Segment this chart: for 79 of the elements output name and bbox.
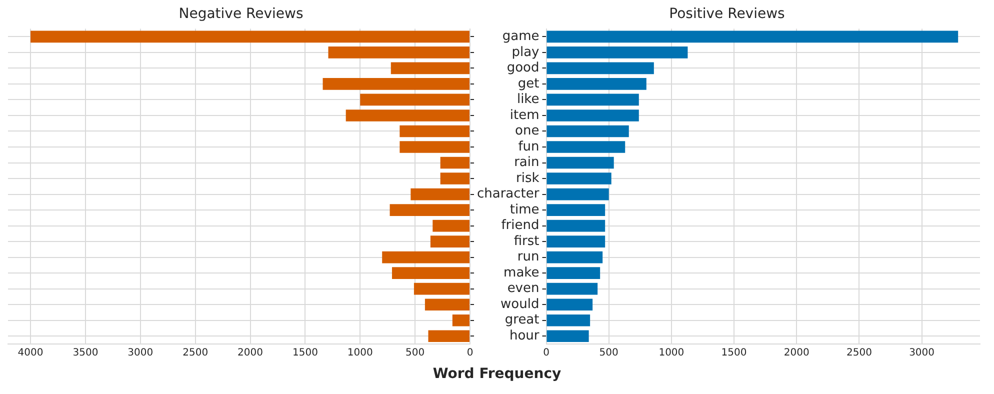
bar xyxy=(428,330,470,342)
x-tick-label: 4000 xyxy=(18,348,44,359)
bar xyxy=(546,156,614,169)
bar xyxy=(546,330,589,342)
bar xyxy=(30,30,470,43)
bar xyxy=(546,125,629,138)
x-tick-label: 3000 xyxy=(909,348,935,359)
bar xyxy=(546,94,639,106)
bar xyxy=(390,204,470,216)
x-tick-label: 500 xyxy=(599,348,618,359)
bar xyxy=(546,282,598,295)
y-tick-label: friend xyxy=(501,218,540,234)
bar xyxy=(382,251,470,264)
bar xyxy=(414,282,470,295)
y-tick-label: run xyxy=(517,250,540,265)
x-axis-title: Word Frequency xyxy=(432,366,562,382)
bar xyxy=(430,236,470,248)
x-tick-label: 500 xyxy=(406,348,425,359)
x-tick-label: 2500 xyxy=(846,348,872,359)
y-tick-label: game xyxy=(502,29,540,44)
x-tick-label: 0 xyxy=(543,348,550,359)
y-tick-label: first xyxy=(514,234,540,249)
bar xyxy=(546,220,606,232)
bar xyxy=(322,78,470,90)
bar xyxy=(546,141,626,153)
bar xyxy=(392,267,470,279)
bar xyxy=(546,30,958,43)
chart-title: Negative Reviews xyxy=(178,6,304,22)
bar xyxy=(390,62,470,74)
bar xyxy=(432,220,470,232)
y-tick-label: great xyxy=(504,312,540,328)
y-tick-label: make xyxy=(504,265,540,280)
y-tick-label: rain xyxy=(514,155,540,170)
bar xyxy=(452,314,470,326)
x-tick-label: 1500 xyxy=(721,348,747,359)
x-tick-label: 3500 xyxy=(72,348,98,359)
y-tick-label: item xyxy=(510,108,540,123)
y-tick-label: hour xyxy=(509,328,540,344)
y-tick-label: time xyxy=(510,202,540,218)
chart-title: Positive Reviews xyxy=(669,6,785,22)
y-tick-label: fun xyxy=(518,139,540,154)
bar xyxy=(546,188,609,200)
bar xyxy=(400,125,470,138)
y-tick-label: character xyxy=(476,186,540,202)
bar xyxy=(328,46,470,58)
x-tick-label: 1000 xyxy=(347,348,373,359)
bar xyxy=(546,78,646,90)
x-tick-label: 2000 xyxy=(784,348,810,359)
bar xyxy=(546,172,612,184)
bar xyxy=(546,314,590,326)
y-tick-label: risk xyxy=(516,170,540,186)
x-tick-label: 3000 xyxy=(128,348,154,359)
x-tick-label: 2500 xyxy=(182,348,208,359)
x-tick-label: 1500 xyxy=(292,348,318,359)
y-tick-label: like xyxy=(516,92,540,108)
bar xyxy=(410,188,470,200)
bar xyxy=(400,141,470,153)
x-tick-label: 2000 xyxy=(238,348,263,359)
y-tick-label: get xyxy=(518,76,540,92)
bar xyxy=(546,204,606,216)
bar xyxy=(346,110,470,122)
bar xyxy=(546,267,600,279)
bar xyxy=(546,298,593,311)
y-tick-label: even xyxy=(507,281,540,296)
bar xyxy=(546,251,603,264)
bar xyxy=(546,62,654,74)
x-tick-label: 1000 xyxy=(658,348,684,359)
y-tick-label: good xyxy=(506,60,540,76)
bar xyxy=(546,110,639,122)
x-tick-label: 0 xyxy=(466,348,474,359)
bar xyxy=(424,298,470,311)
y-tick-label: would xyxy=(500,296,540,312)
bar xyxy=(546,46,688,58)
y-tick-label: play xyxy=(512,44,540,60)
bar xyxy=(546,236,606,248)
bar xyxy=(440,156,470,169)
bar xyxy=(360,94,470,106)
bar xyxy=(440,172,470,184)
y-tick-label: one xyxy=(515,124,540,139)
